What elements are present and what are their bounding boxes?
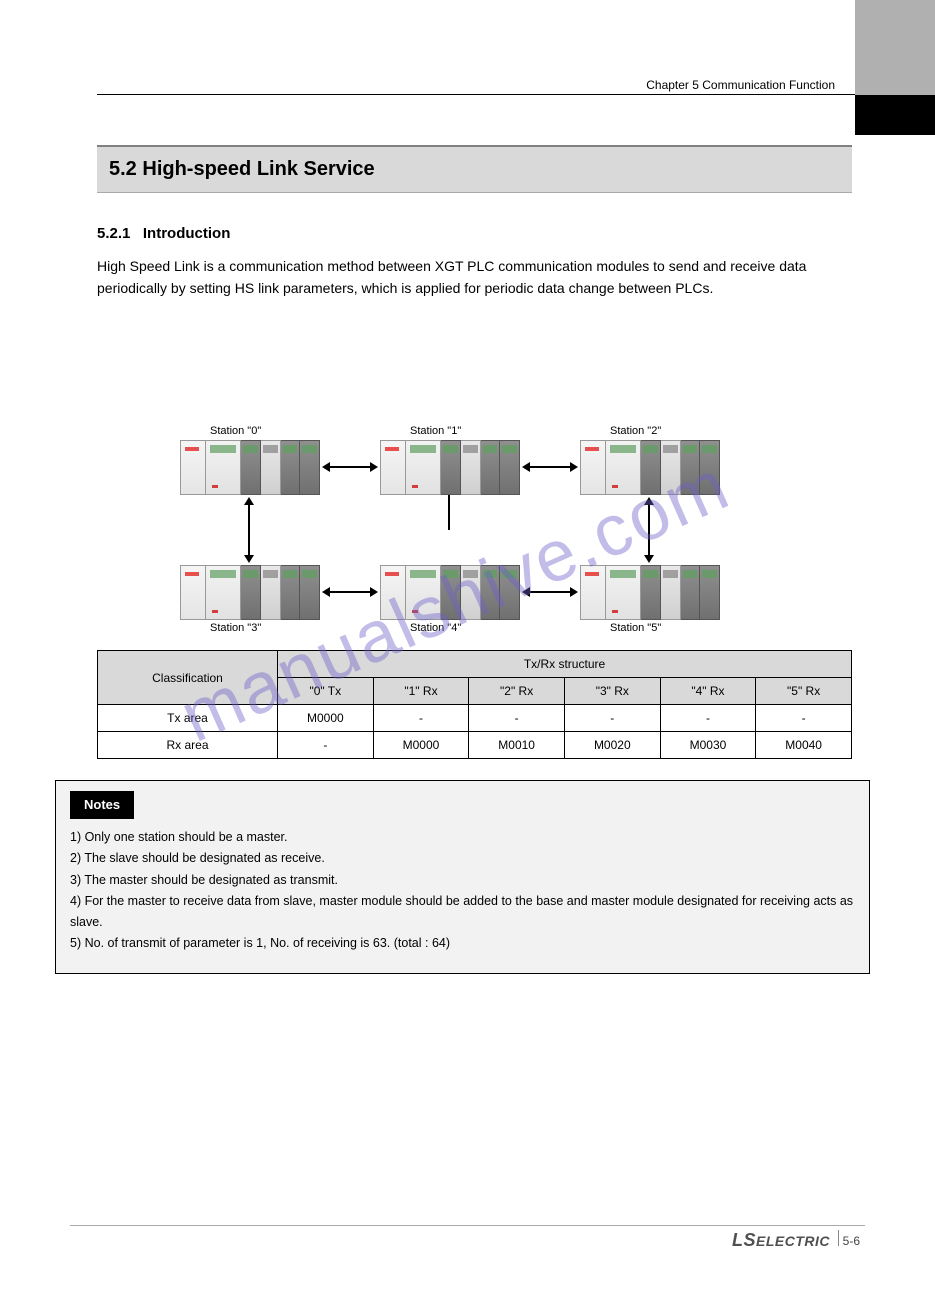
notes-item: 4) For the master to receive data from s… <box>70 891 855 934</box>
station-label-5: Station "5" <box>610 622 661 634</box>
plc-station-3 <box>180 565 320 620</box>
notes-title: Notes <box>70 791 134 819</box>
arrow-0-1 <box>330 466 370 468</box>
table-row-label-1: Rx area <box>98 732 278 759</box>
footer-divider <box>838 1230 839 1246</box>
notes-item: 3) The master should be designated as tr… <box>70 870 855 891</box>
subsection-title: Introduction <box>143 225 230 242</box>
table-col-5: "5" Rx <box>756 678 852 705</box>
arrow-3-4 <box>330 591 370 593</box>
table-header-classification: Classification <box>98 651 278 705</box>
subsection-heading: 5.2.1 Introduction <box>97 225 230 242</box>
table-row: Tx area M0000 - - - - - <box>98 705 852 732</box>
table-cell: M0000 <box>278 705 374 732</box>
notes-item: 5) No. of transmit of parameter is 1, No… <box>70 933 855 954</box>
notes-box: Notes 1) Only one station should be a ma… <box>55 780 870 974</box>
section-number: 5.2 <box>109 158 137 181</box>
table-col-2: "2" Rx <box>469 678 565 705</box>
table-cell: M0040 <box>756 732 852 759</box>
table-col-0: "0" Tx <box>278 678 374 705</box>
page-number: 5-6 <box>843 1234 860 1248</box>
top-border-line <box>97 94 855 95</box>
table-cell: - <box>564 705 660 732</box>
table-col-3: "3" Rx <box>564 678 660 705</box>
table-row: Rx area - M0000 M0010 M0020 M0030 M0040 <box>98 732 852 759</box>
table-col-1: "1" Rx <box>373 678 469 705</box>
table-cell: M0010 <box>469 732 565 759</box>
table-col-4: "4" Rx <box>660 678 756 705</box>
table-cell: - <box>373 705 469 732</box>
section-title: High-speed Link Service <box>142 158 374 181</box>
arrow-2-5 <box>648 505 650 555</box>
table-cell: M0030 <box>660 732 756 759</box>
arrow-4-5 <box>530 591 570 593</box>
footer-logo-prefix: LS <box>732 1230 756 1250</box>
notes-item: 2) The slave should be designated as rec… <box>70 848 855 869</box>
intro-paragraph: High Speed Link is a communication metho… <box>97 255 847 300</box>
table-cell: - <box>660 705 756 732</box>
plc-station-5 <box>580 565 720 620</box>
plc-station-1 <box>380 440 520 495</box>
chapter-black-tab <box>855 95 935 135</box>
plc-station-2 <box>580 440 720 495</box>
station-label-1: Station "1" <box>410 425 461 437</box>
table-cell: M0020 <box>564 732 660 759</box>
table-row-label-0: Tx area <box>98 705 278 732</box>
table-cell: - <box>278 732 374 759</box>
section-header: 5.2 High-speed Link Service <box>97 145 852 193</box>
table-cell: - <box>756 705 852 732</box>
footer-separator <box>70 1225 865 1226</box>
notes-item: 1) Only one station should be a master. <box>70 827 855 848</box>
line-1-4 <box>448 495 450 530</box>
station-label-4: Station "4" <box>410 622 461 634</box>
station-label-2: Station "2" <box>610 425 661 437</box>
station-label-0: Station "0" <box>210 425 261 437</box>
table-header-group: Tx/Rx structure <box>278 651 852 678</box>
arrow-0-3 <box>248 505 250 555</box>
table-cell: - <box>469 705 565 732</box>
footer-logo: LSELECTRIC <box>732 1230 830 1251</box>
table-cell: M0000 <box>373 732 469 759</box>
plc-station-0 <box>180 440 320 495</box>
station-label-3: Station "3" <box>210 622 261 634</box>
plc-station-4 <box>380 565 520 620</box>
chapter-label: Chapter 5 Communication Function <box>646 78 835 92</box>
arrow-1-2 <box>530 466 570 468</box>
subsection-number: 5.2.1 <box>97 225 130 242</box>
parameter-table: Classification Tx/Rx structure "0" Tx "1… <box>97 650 852 759</box>
footer-logo-suffix: ELECTRIC <box>756 1233 830 1249</box>
hs-link-diagram: Station "0" Station "1" Station "2" Stat… <box>180 430 740 630</box>
